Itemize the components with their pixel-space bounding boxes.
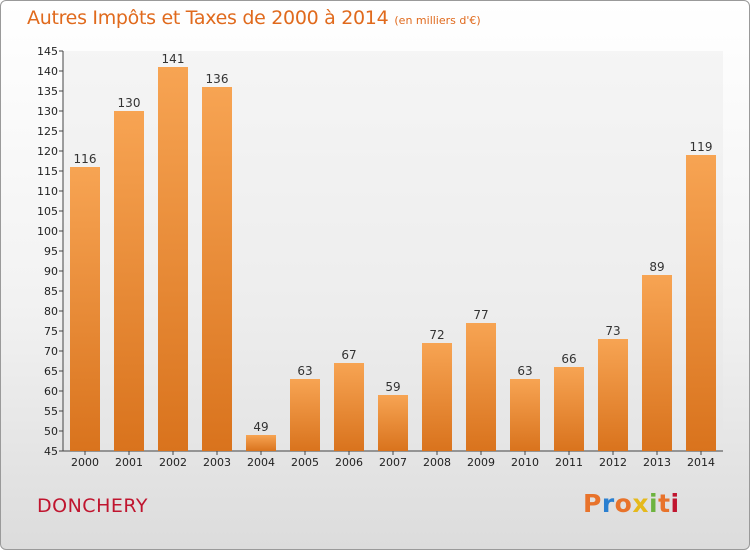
logo-letter: i [670, 489, 680, 518]
data-label: 136 [206, 72, 229, 86]
data-label: 89 [649, 260, 664, 274]
y-tick-label: 100 [37, 225, 58, 238]
y-tick-label: 50 [44, 425, 58, 438]
data-label: 130 [118, 96, 141, 110]
bar [378, 395, 408, 451]
x-tick-label: 2005 [291, 456, 319, 469]
x-tick-label: 2011 [555, 456, 583, 469]
data-label: 119 [690, 140, 713, 154]
y-tick-label: 55 [44, 405, 58, 418]
y-tick-label: 130 [37, 105, 58, 118]
x-tick-label: 2006 [335, 456, 363, 469]
chart-title: Autres Impôts et Taxes de 2000 à 2014 (en… [27, 7, 481, 29]
bar [642, 275, 672, 451]
y-tick-label: 145 [37, 45, 58, 58]
bar [114, 111, 144, 451]
x-tick-label: 2014 [687, 456, 715, 469]
x-tick-label: 2008 [423, 456, 451, 469]
bar [246, 435, 276, 451]
y-tick-label: 110 [37, 185, 58, 198]
y-tick-label: 85 [44, 285, 58, 298]
bar [686, 155, 716, 451]
bar [334, 363, 364, 451]
x-tick-label: 2003 [203, 456, 231, 469]
place-name: DONCHERY [37, 495, 148, 517]
logo-letter: i [649, 489, 659, 518]
y-tick-label: 135 [37, 85, 58, 98]
data-label: 77 [473, 308, 488, 322]
data-label: 63 [297, 364, 312, 378]
x-tick-label: 2007 [379, 456, 407, 469]
x-tick-label: 2000 [71, 456, 99, 469]
data-label: 63 [517, 364, 532, 378]
logo-letter: o [614, 489, 633, 518]
logo-letter: P [583, 489, 602, 518]
y-tick-label: 120 [37, 145, 58, 158]
y-tick-label: 80 [44, 305, 58, 318]
data-label: 49 [253, 420, 268, 434]
data-label: 59 [385, 380, 400, 394]
x-tick-label: 2010 [511, 456, 539, 469]
x-tick-label: 2004 [247, 456, 275, 469]
bar [422, 343, 452, 451]
y-tick-label: 70 [44, 345, 58, 358]
x-tick-label: 2001 [115, 456, 143, 469]
bar [510, 379, 540, 451]
proxiti-logo[interactable]: Proxiti [583, 489, 680, 518]
x-tick-label: 2002 [159, 456, 187, 469]
bar [70, 167, 100, 451]
y-tick-label: 95 [44, 245, 58, 258]
y-tick-label: 45 [44, 445, 58, 458]
bar [158, 67, 188, 451]
bar [554, 367, 584, 451]
y-tick-label: 65 [44, 365, 58, 378]
bar [202, 87, 232, 451]
chart-subtitle: (en milliers d'€) [394, 14, 481, 27]
x-tick-label: 2009 [467, 456, 495, 469]
data-label: 72 [429, 328, 444, 342]
bar [598, 339, 628, 451]
y-tick-label: 115 [37, 165, 58, 178]
data-label: 116 [74, 152, 97, 166]
logo-letter: t [658, 489, 671, 518]
y-tick-label: 140 [37, 65, 58, 78]
y-tick-label: 105 [37, 205, 58, 218]
data-label: 141 [162, 52, 185, 66]
x-tick-label: 2013 [643, 456, 671, 469]
logo-letter: r [601, 489, 615, 518]
y-tick-label: 75 [44, 325, 58, 338]
chart-title-text: Autres Impôts et Taxes de 2000 à 2014 [27, 7, 389, 29]
x-tick-label: 2012 [599, 456, 627, 469]
y-tick-label: 125 [37, 125, 58, 138]
logo-letter: x [632, 489, 649, 518]
data-label: 67 [341, 348, 356, 362]
bar [466, 323, 496, 451]
bar [290, 379, 320, 451]
data-label: 66 [561, 352, 576, 366]
y-tick-label: 90 [44, 265, 58, 278]
y-tick-label: 60 [44, 385, 58, 398]
data-label: 73 [605, 324, 620, 338]
